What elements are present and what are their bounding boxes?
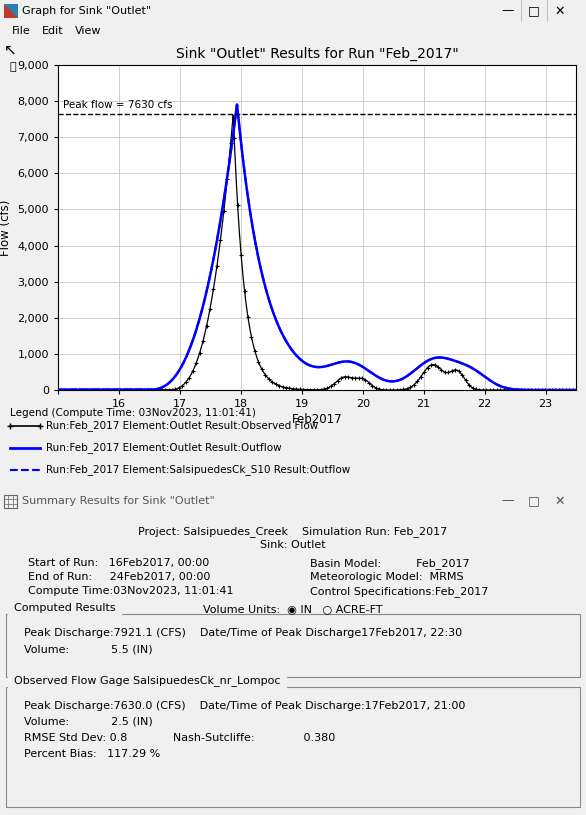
Text: Peak flow = 7630 cfs: Peak flow = 7630 cfs (63, 100, 172, 110)
Text: Start of Run:   16Feb2017, 00:00: Start of Run: 16Feb2017, 00:00 (28, 558, 209, 568)
Text: Run:Feb_2017 Element:Outlet Result:Observed Flow: Run:Feb_2017 Element:Outlet Result:Obser… (46, 421, 318, 431)
Run:Feb_2017 Element:SalsipuedesCk_S10 Result:Outflow (276, 323, 283, 333)
Text: —: — (502, 495, 515, 508)
Run:Feb_2017 Element:Outlet Result:Observed Flow (230, 110, 237, 120)
Run:Feb_2017 Element:Outlet Result:Observed Flow (54, 385, 62, 394)
Text: Compute Time:03Nov2023, 11:01:41: Compute Time:03Nov2023, 11:01:41 (28, 586, 233, 596)
Run:Feb_2017 Element:Outlet Result:Observed Flow (253, 352, 260, 362)
Text: Peak Discharge:7921.1 (CFS)    Date/Time of Peak Discharge17Feb2017, 22:30: Peak Discharge:7921.1 (CFS) Date/Time of… (24, 628, 462, 638)
Bar (4, 495, 17, 508)
Run:Feb_2017 Element:Outlet Result:Observed Flow (563, 385, 570, 395)
Run:Feb_2017 Element:SalsipuedesCk_S10 Result:Outflow (563, 385, 570, 395)
Text: Project: Salsipuedes_Creek    Simulation Run: Feb_2017: Project: Salsipuedes_Creek Simulation Ru… (138, 526, 448, 537)
Run:Feb_2017 Element:SalsipuedesCk_S10 Result:Outflow (114, 385, 121, 394)
Title: Sink "Outlet" Results for Run "Feb_2017": Sink "Outlet" Results for Run "Feb_2017" (176, 47, 458, 61)
Text: Legend (Compute Time: 03Nov2023, 11:01:41): Legend (Compute Time: 03Nov2023, 11:01:4… (10, 408, 256, 418)
Text: Computed Results: Computed Results (14, 603, 115, 613)
Text: Volume:            2.5 (IN): Volume: 2.5 (IN) (24, 717, 153, 727)
Text: Observed Flow Gage SalsipuedesCk_nr_Lompoc: Observed Flow Gage SalsipuedesCk_nr_Lomp… (14, 675, 281, 686)
Text: Volume:            5.5 (IN): Volume: 5.5 (IN) (24, 644, 152, 654)
Text: Control Specifications:Feb_2017: Control Specifications:Feb_2017 (310, 586, 488, 597)
Text: ✕: ✕ (555, 5, 565, 17)
Text: RMSE Std Dev: 0.8             Nash-Sutcliffe:              0.380: RMSE Std Dev: 0.8 Nash-Sutcliffe: 0.380 (24, 733, 335, 743)
Text: View: View (75, 26, 101, 36)
Text: Run:Feb_2017 Element:SalsipuedesCk_S10 Result:Outflow: Run:Feb_2017 Element:SalsipuedesCk_S10 R… (46, 465, 350, 475)
Run:Feb_2017 Element:Outlet Result:Observed Flow (144, 385, 151, 394)
Text: ↖: ↖ (4, 42, 16, 58)
Run:Feb_2017 Element:Outlet Result:Outflow (114, 385, 121, 394)
Run:Feb_2017 Element:Outlet Result:Observed Flow (507, 385, 514, 395)
Text: Peak Discharge:7630.0 (CFS)    Date/Time of Peak Discharge:17Feb2017, 21:00: Peak Discharge:7630.0 (CFS) Date/Time of… (24, 701, 465, 711)
Run:Feb_2017 Element:Outlet Result:Outflow (573, 385, 580, 395)
Run:Feb_2017 Element:Outlet Result:Outflow (144, 385, 151, 394)
Run:Feb_2017 Element:Outlet Result:Outflow (563, 385, 570, 395)
FancyBboxPatch shape (6, 614, 580, 677)
Bar (4, 4, 18, 18)
Polygon shape (4, 4, 18, 18)
Line: Run:Feb_2017 Element:SalsipuedesCk_S10 Result:Outflow: Run:Feb_2017 Element:SalsipuedesCk_S10 R… (58, 104, 576, 390)
Text: Percent Bias:   117.29 %: Percent Bias: 117.29 % (24, 749, 160, 759)
Run:Feb_2017 Element:Outlet Result:Outflow (233, 99, 240, 109)
Run:Feb_2017 Element:SalsipuedesCk_S10 Result:Outflow (233, 99, 240, 109)
X-axis label: Feb2017: Feb2017 (292, 413, 342, 426)
Text: —: — (502, 5, 515, 17)
Run:Feb_2017 Element:SalsipuedesCk_S10 Result:Outflow (573, 385, 580, 395)
Run:Feb_2017 Element:SalsipuedesCk_S10 Result:Outflow (144, 385, 151, 394)
Run:Feb_2017 Element:Outlet Result:Observed Flow (573, 385, 580, 395)
Text: Run:Feb_2017 Element:Outlet Result:Outflow: Run:Feb_2017 Element:Outlet Result:Outfl… (46, 443, 282, 453)
Text: ✕: ✕ (555, 495, 565, 508)
Y-axis label: Flow (cfs): Flow (cfs) (0, 200, 12, 256)
Run:Feb_2017 Element:Outlet Result:Outflow (54, 385, 62, 394)
Run:Feb_2017 Element:Outlet Result:Observed Flow (276, 381, 283, 390)
Run:Feb_2017 Element:Outlet Result:Outflow (507, 384, 514, 394)
Text: Edit: Edit (42, 26, 64, 36)
Text: 🔍: 🔍 (10, 62, 16, 72)
Text: File: File (12, 26, 30, 36)
Run:Feb_2017 Element:Outlet Result:Outflow (276, 323, 283, 333)
Text: Sink: Outlet: Sink: Outlet (260, 540, 326, 550)
Line: Run:Feb_2017 Element:Outlet Result:Outflow: Run:Feb_2017 Element:Outlet Result:Outfl… (58, 104, 576, 390)
FancyBboxPatch shape (6, 687, 580, 807)
Run:Feb_2017 Element:SalsipuedesCk_S10 Result:Outflow (507, 384, 514, 394)
Text: Summary Results for Sink "Outlet": Summary Results for Sink "Outlet" (22, 496, 214, 506)
Text: End of Run:     24Feb2017, 00:00: End of Run: 24Feb2017, 00:00 (28, 572, 210, 582)
Run:Feb_2017 Element:Outlet Result:Outflow (253, 245, 260, 255)
Run:Feb_2017 Element:Outlet Result:Observed Flow (114, 385, 121, 394)
Line: Run:Feb_2017 Element:Outlet Result:Observed Flow: Run:Feb_2017 Element:Outlet Result:Obser… (56, 113, 578, 392)
Text: Basin Model:          Feb_2017: Basin Model: Feb_2017 (310, 558, 469, 569)
Text: □: □ (528, 495, 540, 508)
Text: Meteorologic Model:  MRMS: Meteorologic Model: MRMS (310, 572, 464, 582)
Text: □: □ (528, 5, 540, 17)
Run:Feb_2017 Element:SalsipuedesCk_S10 Result:Outflow (253, 245, 260, 255)
Text: Volume Units:  ◉ IN   ○ ACRE-FT: Volume Units: ◉ IN ○ ACRE-FT (203, 604, 383, 614)
Run:Feb_2017 Element:SalsipuedesCk_S10 Result:Outflow (54, 385, 62, 394)
Text: Graph for Sink "Outlet": Graph for Sink "Outlet" (22, 6, 151, 16)
